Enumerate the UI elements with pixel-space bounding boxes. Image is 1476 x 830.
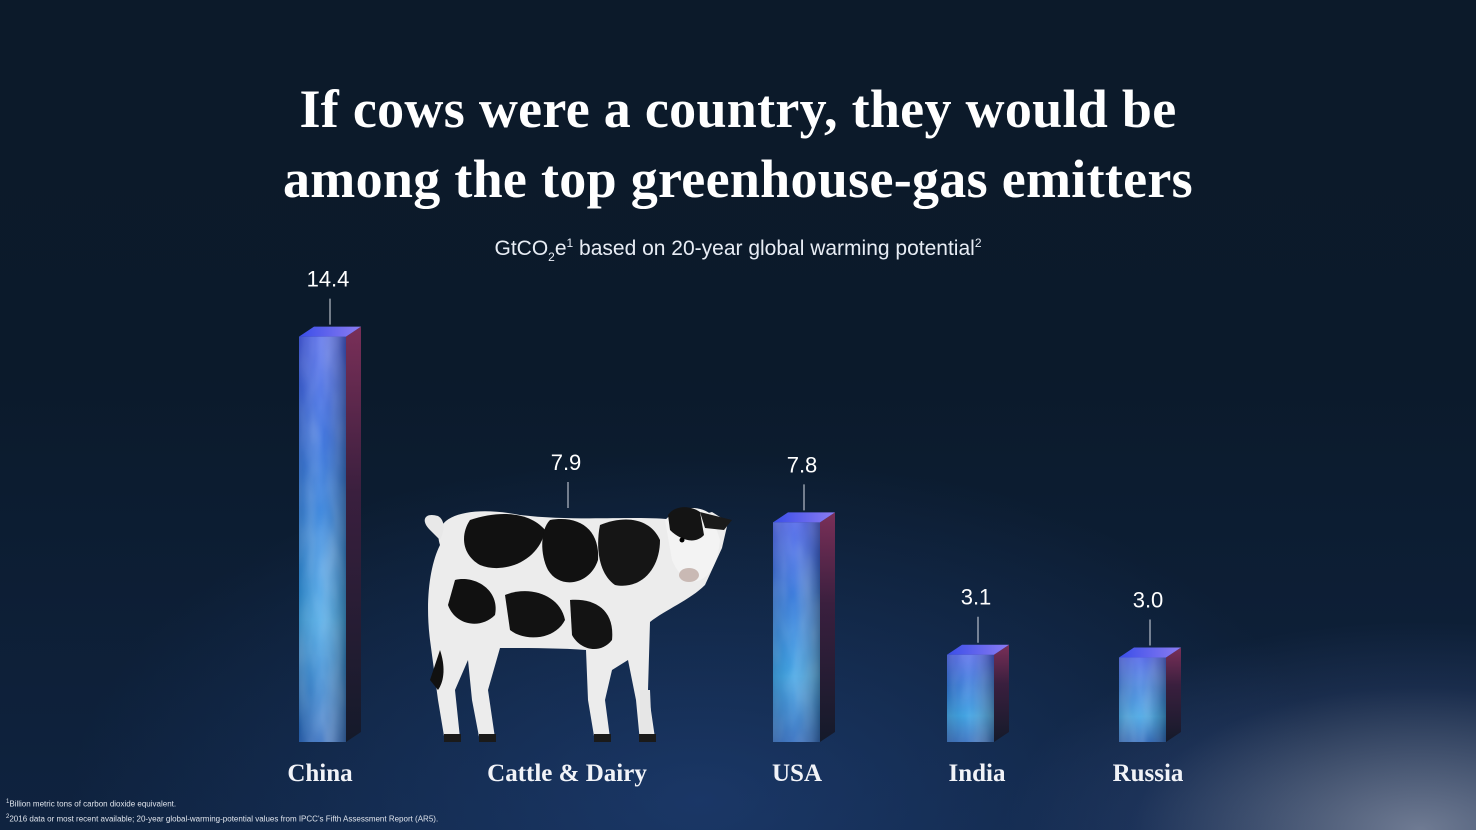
- bars-group: [299, 326, 1181, 742]
- bar-side: [346, 326, 361, 742]
- bar-top: [773, 512, 835, 523]
- subtitle-text: based on 20-year global warming potentia…: [573, 237, 975, 260]
- footnote-ref-1: 1: [566, 236, 574, 250]
- bar-top: [1119, 647, 1181, 658]
- footnote-2-mark: 2: [6, 813, 10, 820]
- chart-subtitle: GtCO2e1 based on 20-year global warming …: [0, 236, 1476, 264]
- category-label: China: [287, 760, 353, 787]
- footnote-2-text: 2016 data or most recent available; 20-y…: [9, 814, 439, 824]
- labels-group: 14.4 China 7.9 Cattle & Dairy 7.8 USA 3.1 India…: [287, 267, 1184, 787]
- bar-shade: [947, 654, 994, 742]
- footnote-ref-2: 2: [974, 236, 982, 250]
- footnote-1-mark: 1: [6, 799, 10, 805]
- unit-subscript: 2: [548, 250, 555, 264]
- bar-top: [947, 644, 1009, 655]
- bar-russia: [1119, 647, 1181, 742]
- bar-shade: [1119, 657, 1166, 742]
- value-label: 3.0: [1133, 588, 1164, 613]
- chart-title: If cows were a country, they would be am…: [0, 74, 1476, 214]
- category-label: Russia: [1113, 760, 1184, 787]
- category-label: Cattle & Dairy: [487, 760, 647, 787]
- footnote-2: 22016 data or most recent available; 20-…: [6, 811, 438, 826]
- category-label: USA: [772, 760, 822, 787]
- bar-side: [1166, 647, 1181, 742]
- value-label: 7.8: [787, 452, 818, 477]
- unit-suffix: e: [554, 237, 567, 260]
- bar-china: [299, 326, 361, 742]
- bar-india: [947, 644, 1009, 742]
- category-label: India: [949, 760, 1006, 787]
- bar-side: [820, 512, 835, 742]
- unit-prefix: GtCO: [494, 237, 549, 260]
- bar-shade: [299, 336, 346, 742]
- footnotes: 1Billion metric tons of carbon dioxide e…: [6, 796, 438, 825]
- title-line-2: among the top greenhouse-gas emitters: [283, 149, 1193, 209]
- bar-top: [299, 326, 361, 337]
- bar-shade: [773, 522, 820, 742]
- footnote-1-text: Billion metric tons of carbon dioxide eq…: [9, 799, 177, 809]
- value-label: 7.9: [551, 450, 582, 475]
- cow-body: [424, 507, 732, 742]
- bar-side: [994, 644, 1009, 742]
- value-label: 14.4: [307, 267, 350, 292]
- title-line-1: If cows were a country, they would be: [299, 79, 1177, 139]
- bar-usa: [773, 512, 835, 742]
- value-label: 3.1: [961, 585, 992, 610]
- cow-image: [424, 507, 732, 742]
- footnote-1: 1Billion metric tons of carbon dioxide e…: [6, 796, 438, 811]
